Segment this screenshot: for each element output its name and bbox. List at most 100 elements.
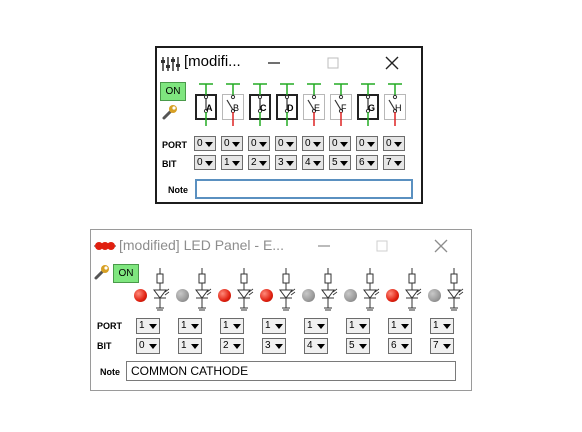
dropdown-arrow-icon[interactable] [443,324,451,329]
toggle-switch-5[interactable]: F [329,82,353,128]
led-indicator-5[interactable] [344,289,357,302]
dropdown-arrow-icon[interactable] [275,344,283,349]
toggle-switch-3[interactable]: D [275,82,299,128]
title-bar[interactable]: [modified] LED Panel - E... [91,230,471,260]
port-select-4[interactable]: 1 [304,318,328,334]
toggle-switch-0[interactable]: A [194,82,218,128]
bit-select-2[interactable]: 2 [248,155,270,170]
dropdown-arrow-icon[interactable] [191,344,199,349]
dropdown-arrow-icon[interactable] [313,161,321,166]
dropdown-arrow-icon[interactable] [394,161,402,166]
toggle-switch-7[interactable]: H [383,82,407,128]
dropdown-arrow-icon[interactable] [313,142,321,147]
port-select-6[interactable]: 1 [388,318,412,334]
led-indicator-7[interactable] [428,289,441,302]
title-bar[interactable]: [modifi... [157,48,421,78]
dropdown-arrow-icon[interactable] [191,324,199,329]
toggle-switch-6[interactable]: G [356,82,380,128]
note-label: Note [168,185,188,195]
dropdown-arrow-icon[interactable] [367,142,375,147]
bit-select-6[interactable]: 6 [356,155,378,170]
toggle-switch-2[interactable]: C [248,82,272,128]
bit-select-4[interactable]: 4 [302,155,324,170]
dropdown-arrow-icon[interactable] [340,142,348,147]
maximize-button[interactable] [324,54,342,72]
port-select-0[interactable]: 0 [194,136,216,151]
dropdown-arrow-icon[interactable] [443,344,451,349]
bit-select-3[interactable]: 3 [275,155,297,170]
dropdown-arrow-icon[interactable] [359,324,367,329]
dropdown-arrow-icon[interactable] [259,142,267,147]
bit-select-5[interactable]: 5 [346,338,370,354]
port-select-6[interactable]: 0 [356,136,378,151]
port-select-2[interactable]: 0 [248,136,270,151]
dropdown-arrow-icon[interactable] [394,142,402,147]
bit-select-0[interactable]: 0 [136,338,160,354]
select-value: 2 [223,340,229,351]
bit-select-2[interactable]: 2 [220,338,244,354]
dropdown-arrow-icon[interactable] [233,324,241,329]
led-indicator-2[interactable] [218,289,231,302]
bit-select-4[interactable]: 4 [304,338,328,354]
dropdown-arrow-icon[interactable] [286,161,294,166]
note-input[interactable] [195,179,413,199]
dropdown-arrow-icon[interactable] [149,344,157,349]
dropdown-arrow-icon[interactable] [340,161,348,166]
led-indicator-1[interactable] [176,289,189,302]
dropdown-arrow-icon[interactable] [317,324,325,329]
maximize-button[interactable] [373,237,391,255]
dropdown-arrow-icon[interactable] [232,161,240,166]
toggle-switch-4[interactable]: E [302,82,326,128]
dropdown-arrow-icon[interactable] [233,344,241,349]
led-indicator-6[interactable] [386,289,399,302]
switch-label: F [341,103,347,113]
wrench-icon[interactable] [161,103,179,121]
select-value: 7 [433,340,439,351]
led-indicator-0[interactable] [134,289,147,302]
power-on-button[interactable]: ON [113,264,139,283]
wrench-icon[interactable] [93,263,111,281]
bit-select-3[interactable]: 3 [262,338,286,354]
bit-select-7[interactable]: 7 [430,338,454,354]
dropdown-arrow-icon[interactable] [286,142,294,147]
dropdown-arrow-icon[interactable] [232,142,240,147]
bit-select-1[interactable]: 1 [178,338,202,354]
minimize-button[interactable] [315,237,333,255]
led-indicator-3[interactable] [260,289,273,302]
led-diode-icon [150,268,170,312]
minimize-button[interactable] [265,54,283,72]
port-select-4[interactable]: 0 [302,136,324,151]
led-indicator-4[interactable] [302,289,315,302]
dropdown-arrow-icon[interactable] [205,142,213,147]
bit-select-0[interactable]: 0 [194,155,216,170]
dropdown-arrow-icon[interactable] [259,161,267,166]
port-select-7[interactable]: 1 [430,318,454,334]
port-select-0[interactable]: 1 [136,318,160,334]
power-on-button[interactable]: ON [160,82,186,101]
port-select-7[interactable]: 0 [383,136,405,151]
bit-select-6[interactable]: 6 [388,338,412,354]
port-select-5[interactable]: 1 [346,318,370,334]
close-button[interactable] [383,54,401,72]
dropdown-arrow-icon[interactable] [367,161,375,166]
dropdown-arrow-icon[interactable] [401,344,409,349]
dropdown-arrow-icon[interactable] [205,161,213,166]
dropdown-arrow-icon[interactable] [317,344,325,349]
select-value: 4 [305,157,311,168]
port-select-1[interactable]: 0 [221,136,243,151]
port-select-3[interactable]: 0 [275,136,297,151]
dropdown-arrow-icon[interactable] [359,344,367,349]
bit-select-5[interactable]: 5 [329,155,351,170]
dropdown-arrow-icon[interactable] [275,324,283,329]
dropdown-arrow-icon[interactable] [401,324,409,329]
port-select-5[interactable]: 0 [329,136,351,151]
port-select-1[interactable]: 1 [178,318,202,334]
bit-select-1[interactable]: 1 [221,155,243,170]
port-select-3[interactable]: 1 [262,318,286,334]
note-input[interactable] [126,361,456,381]
close-button[interactable] [432,237,450,255]
bit-select-7[interactable]: 7 [383,155,405,170]
toggle-switch-1[interactable]: B [221,82,245,128]
port-select-2[interactable]: 1 [220,318,244,334]
dropdown-arrow-icon[interactable] [149,324,157,329]
